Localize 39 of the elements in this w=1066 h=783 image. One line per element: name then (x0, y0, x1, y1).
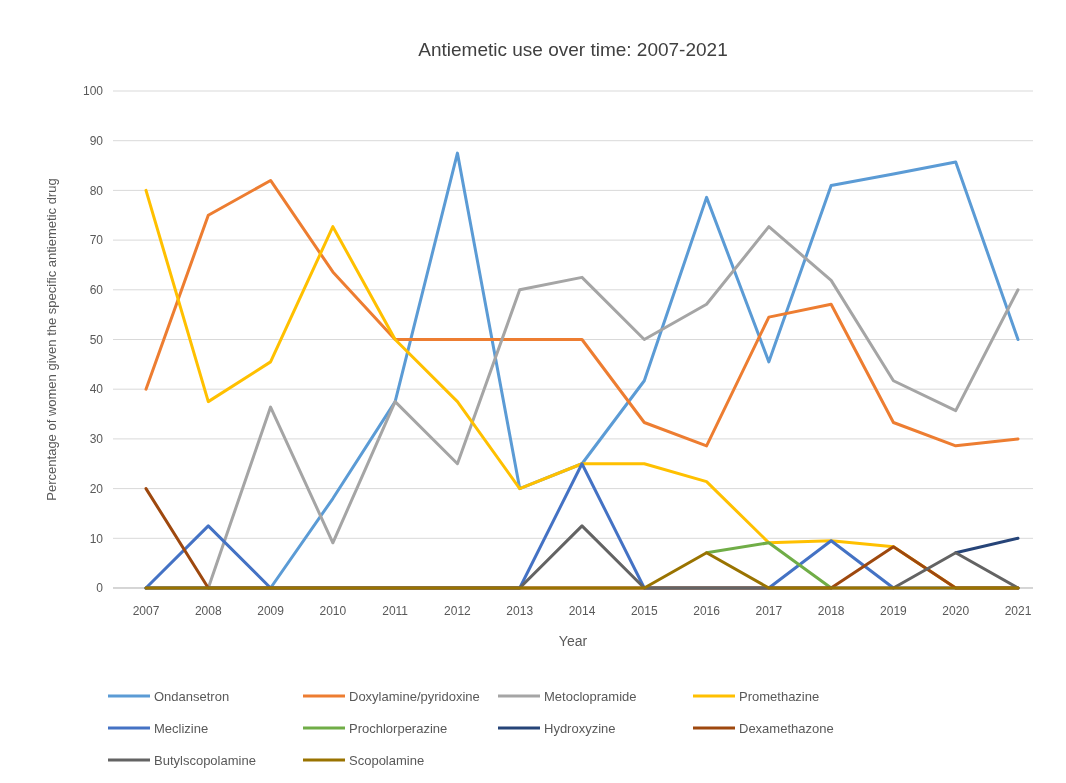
x-tick-label: 2021 (1004, 604, 1032, 618)
x-tick-label: 2015 (630, 604, 658, 618)
x-axis-title: Year (558, 633, 588, 649)
legend-label: Dexamethazone (739, 720, 834, 736)
y-axis-title: Percentage of women given the specific antiemetic drug (44, 178, 59, 501)
x-tick-label: 2007 (132, 604, 160, 618)
legend-label: Promethazine (739, 688, 820, 704)
x-tick-label: 2008 (194, 604, 222, 618)
x-tick-label: 2019 (880, 604, 908, 618)
y-tick-label: 60 (89, 283, 104, 297)
x-tick-label: 2011 (382, 604, 409, 618)
y-tick-label: 70 (89, 233, 104, 248)
legend-label: Butylscopolamine (154, 752, 256, 768)
x-tick-label: 2018 (817, 604, 845, 618)
x-tick-label: 2020 (942, 604, 970, 618)
x-tick-label: 2010 (319, 604, 347, 618)
chart-title: Antiemetic use over time: 2007-2021 (418, 39, 728, 60)
legend-label: Prochlorperazine (349, 720, 448, 736)
legend-label: Scopolamine (349, 752, 425, 768)
y-tick-label: 100 (82, 84, 104, 99)
x-tick-label: 2013 (506, 604, 534, 618)
legend-label: Doxylamine/pyridoxine (349, 688, 480, 704)
x-tick-label: 2014 (568, 604, 596, 618)
y-tick-label: 20 (89, 481, 104, 496)
y-tick-label: 40 (89, 382, 104, 397)
x-tick-label: 2016 (693, 604, 721, 618)
legend-label: Meclizine (154, 720, 209, 736)
x-tick-label: 2017 (755, 604, 783, 618)
y-tick-label: 80 (89, 183, 104, 198)
y-tick-label: 10 (89, 531, 104, 546)
legend-label: Hydroxyzine (544, 720, 616, 736)
x-tick-label: 2009 (257, 604, 285, 618)
y-tick-label: 0 (96, 581, 104, 596)
y-tick-label: 50 (89, 332, 104, 347)
legend-label: Metoclopramide (544, 688, 637, 704)
legend-label: Ondansetron (154, 688, 230, 704)
x-tick-label: 2012 (444, 604, 472, 618)
y-tick-label: 30 (89, 432, 104, 447)
y-tick-label: 90 (89, 133, 104, 148)
